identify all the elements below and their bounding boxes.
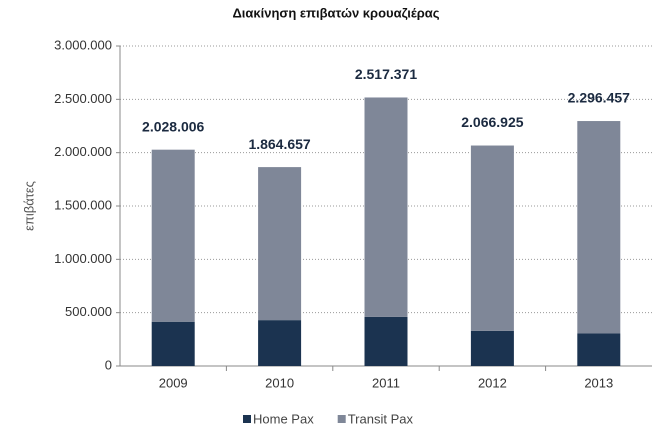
x-tick-label: 2009 [159, 375, 188, 390]
legend-label: Transit Pax [348, 411, 414, 426]
total-label: 2.517.371 [355, 66, 417, 82]
chart-title: Διακίνηση επιβατών κρουαζιέρας [232, 5, 439, 20]
total-label: 2.028.006 [142, 118, 204, 134]
bar-segment [364, 316, 408, 366]
total-label: 2.066.925 [461, 114, 523, 130]
legend-label: Home Pax [253, 411, 314, 426]
y-tick-label: 0 [105, 357, 112, 372]
x-tick-label: 2012 [478, 375, 507, 390]
bar-segment [470, 145, 514, 331]
legend-swatch [337, 415, 346, 423]
y-tick-label: 2.500.000 [54, 91, 112, 106]
x-tick-label: 2011 [372, 375, 400, 390]
legend-swatch [243, 415, 251, 423]
bar-segment [577, 333, 621, 366]
bar-segment [258, 320, 302, 366]
y-tick-label: 3.000.000 [54, 37, 112, 52]
x-tick-label: 2013 [584, 375, 613, 390]
y-axis-label: επιβάτες [21, 181, 36, 231]
y-tick-label: 1.000.000 [54, 251, 112, 266]
bar-segment [151, 321, 195, 366]
y-tick-label: 500.000 [65, 304, 112, 319]
total-label: 1.864.657 [248, 136, 310, 152]
y-tick-label: 1.500.000 [54, 197, 112, 212]
bar-segment [470, 330, 514, 366]
x-tick-label: 2010 [265, 375, 294, 390]
y-tick-label: 2.000.000 [54, 144, 112, 159]
bar-segment [151, 149, 195, 322]
bar-segment [258, 167, 302, 321]
total-label: 2.296.457 [568, 90, 630, 106]
bar-segment [577, 121, 621, 334]
bar-segment [364, 97, 408, 317]
